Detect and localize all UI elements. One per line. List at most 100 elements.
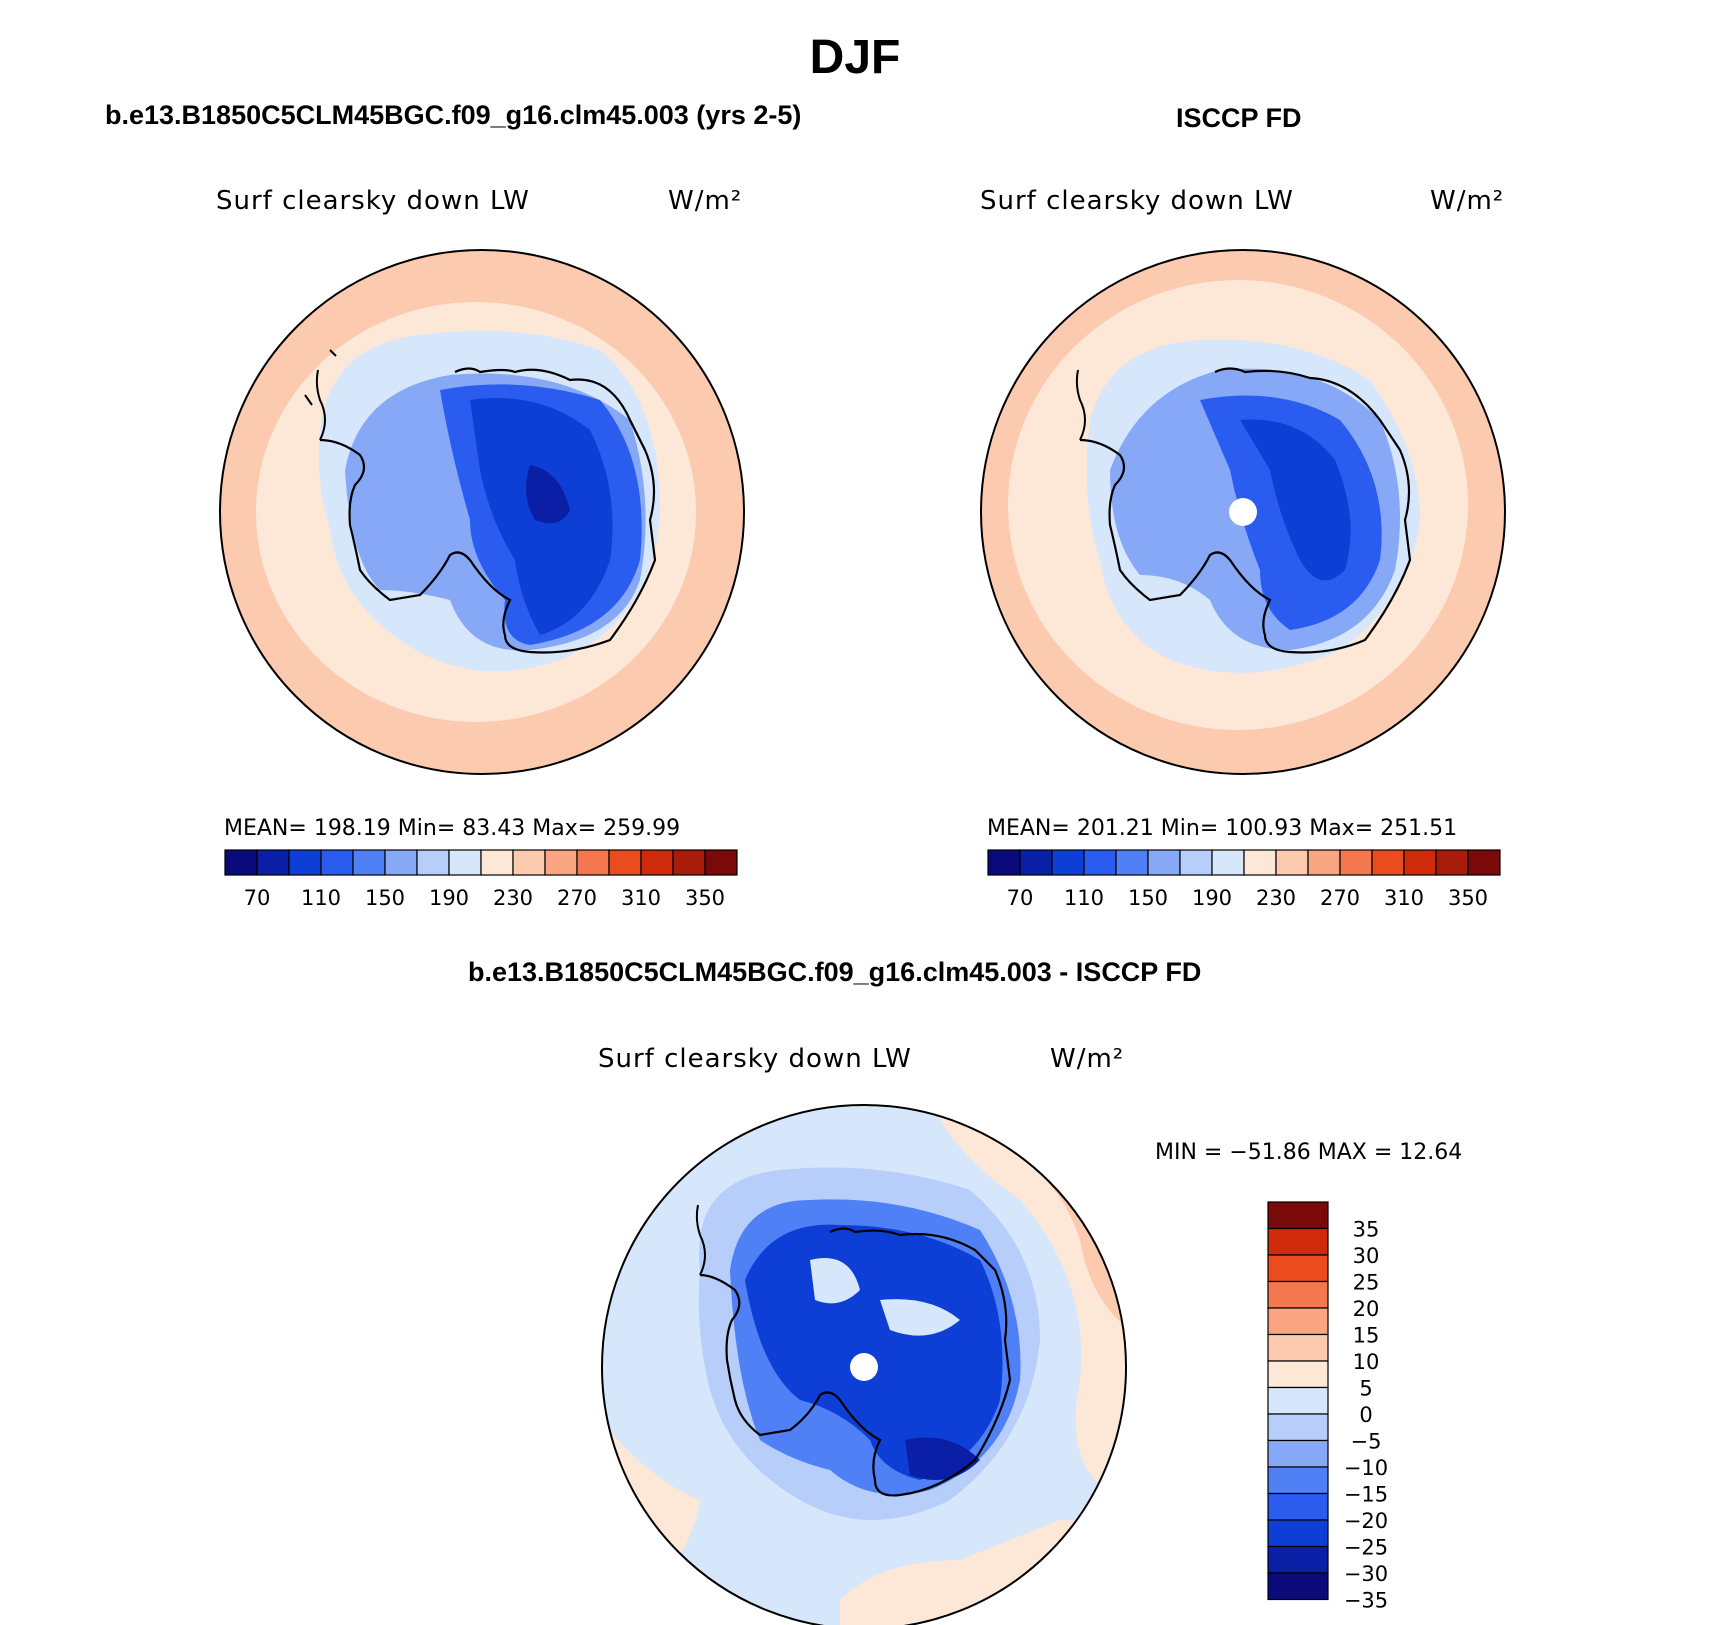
colorbar-1-swatch (320, 849, 354, 876)
colorbar-3-tick-label: −15 (1344, 1483, 1388, 1507)
colorbar-3-tick-label: −10 (1344, 1456, 1388, 1480)
colorbar-1-swatch (640, 849, 674, 876)
figure-title: DJF (809, 31, 901, 84)
colorbar-3-swatch (1267, 1519, 1329, 1548)
panel-1-variable: Surf clearsky down LW (216, 186, 530, 216)
colorbar-2-tick-label: 350 (1448, 886, 1488, 910)
colorbar-3-swatch (1267, 1307, 1329, 1336)
panel-3-variable: Surf clearsky down LW (598, 1044, 912, 1074)
colorbar-3-swatch (1267, 1227, 1329, 1256)
colorbar-3-tick-label: 30 (1353, 1244, 1380, 1268)
map-2-border (980, 249, 1506, 775)
colorbar-1-swatch (416, 849, 450, 876)
panel-2-variable: Surf clearsky down LW (980, 186, 1294, 216)
map-1-border (219, 249, 745, 775)
colorbar-1-tick-label: 150 (365, 886, 405, 910)
colorbar-1-tick-label: 70 (244, 886, 271, 910)
colorbar-2-tick-label: 150 (1128, 886, 1168, 910)
panel-3-stats: MIN = −51.86 MAX = 12.64 (1155, 1140, 1463, 1165)
colorbar-1: 70 110 150 190 230 270 310 350 (224, 849, 738, 910)
colorbar-1-tick-label: 230 (493, 886, 533, 910)
colorbar-2-tick-label: 310 (1384, 886, 1424, 910)
colorbar-2-swatch (1019, 849, 1053, 876)
panel-2-stats: MEAN= 201.21 Min= 100.93 Max= 251.51 (987, 816, 1458, 841)
colorbar-2-tick-label: 230 (1256, 886, 1296, 910)
colorbar-1-tick-label: 270 (557, 886, 597, 910)
map-3 (602, 1105, 1126, 1625)
colorbar-3-swatch (1267, 1545, 1329, 1574)
colorbar-3-swatch (1267, 1333, 1329, 1362)
colorbar-2-swatch (1243, 849, 1277, 876)
colorbar-2-swatch (1083, 849, 1117, 876)
panel-2-title: ISCCP FD (1176, 103, 1302, 133)
map-1 (220, 250, 744, 774)
colorbar-2-swatch (1371, 849, 1405, 876)
colorbar-3-swatch (1267, 1413, 1329, 1442)
colorbar-2-swatch (1115, 849, 1149, 876)
colorbar-2-swatch (1275, 849, 1309, 876)
colorbar-1-tick-label: 310 (621, 886, 661, 910)
colorbar-1-swatch (704, 849, 738, 876)
panel-1-units: W/m² (668, 186, 743, 216)
colorbar-3-tick-label: 20 (1353, 1297, 1380, 1321)
colorbar-3-swatch (1267, 1386, 1329, 1415)
colorbar-3-swatch (1267, 1201, 1329, 1230)
colorbar-3-tick-label: 5 (1359, 1377, 1372, 1401)
colorbar-2-swatch (1051, 849, 1085, 876)
colorbar-3-tick-label: −5 (1351, 1430, 1382, 1454)
colorbar-1-swatch (288, 849, 322, 876)
colorbar-3-tick-label: −35 (1344, 1589, 1388, 1613)
colorbar-3-tick-label: 35 (1353, 1218, 1380, 1242)
map-2 (981, 250, 1505, 774)
colorbar-1-swatch (544, 849, 578, 876)
panel-1-stats: MEAN= 198.19 Min= 83.43 Max= 259.99 (224, 816, 681, 841)
colorbar-3-swatch (1267, 1466, 1329, 1495)
colorbar-1-swatch (480, 849, 514, 876)
colorbar-3-tick-label: 25 (1353, 1271, 1380, 1295)
colorbar-2-tick-label: 190 (1192, 886, 1232, 910)
colorbar-3-tick-label: 15 (1353, 1324, 1380, 1348)
panel-2-units: W/m² (1430, 186, 1505, 216)
colorbar-1-tick-label: 110 (301, 886, 341, 910)
colorbar-1-swatch (224, 849, 258, 876)
panel-1-title: b.e13.B1850C5CLM45BGC.f09_g16.clm45.003 … (105, 100, 802, 130)
colorbar-1-swatch (384, 849, 418, 876)
colorbar-1-tick-label: 190 (429, 886, 469, 910)
colorbar-2-tick-label: 110 (1064, 886, 1104, 910)
colorbar-3-swatch (1267, 1492, 1329, 1521)
colorbar-2-tick-label: 70 (1007, 886, 1034, 910)
colorbar-1-swatch (448, 849, 482, 876)
colorbar-3-tick-label: 0 (1359, 1403, 1372, 1427)
colorbar-3-swatch (1267, 1254, 1329, 1283)
colorbar-2-swatch (1403, 849, 1437, 876)
panel-3-title: b.e13.B1850C5CLM45BGC.f09_g16.clm45.003 … (468, 957, 1202, 987)
colorbar-1-swatch (352, 849, 386, 876)
colorbar-1-swatch (256, 849, 290, 876)
colorbar-1-tick-label: 350 (685, 886, 725, 910)
colorbar-3-tick-label: 10 (1353, 1350, 1380, 1374)
colorbar-2-swatch (1435, 849, 1469, 876)
colorbar-2-swatch (1179, 849, 1213, 876)
colorbar-1-swatch (576, 849, 610, 876)
colorbar-3-tick-label: −30 (1344, 1562, 1388, 1586)
colorbar-2-swatch (1467, 849, 1501, 876)
panel-3-units: W/m² (1050, 1044, 1125, 1074)
colorbar-1-swatch (512, 849, 546, 876)
colorbar-1-swatch (672, 849, 706, 876)
colorbar-2-swatch (1147, 849, 1181, 876)
colorbar-3-swatch (1267, 1572, 1329, 1601)
colorbar-3-swatch (1267, 1360, 1329, 1389)
colorbar-2: 70 110 150 190 230 270 310 350 (987, 849, 1501, 910)
colorbar-3-swatch (1267, 1280, 1329, 1309)
map-3-border (601, 1104, 1127, 1625)
colorbar-2-swatch (1339, 849, 1373, 876)
colorbar-2-tick-label: 270 (1320, 886, 1360, 910)
colorbar-2-swatch (987, 849, 1021, 876)
colorbar-1-swatch (608, 849, 642, 876)
colorbar-3-tick-label: −25 (1344, 1536, 1388, 1560)
colorbar-2-swatch (1211, 849, 1245, 876)
colorbar-2-swatch (1307, 849, 1341, 876)
colorbar-3-swatch (1267, 1439, 1329, 1468)
